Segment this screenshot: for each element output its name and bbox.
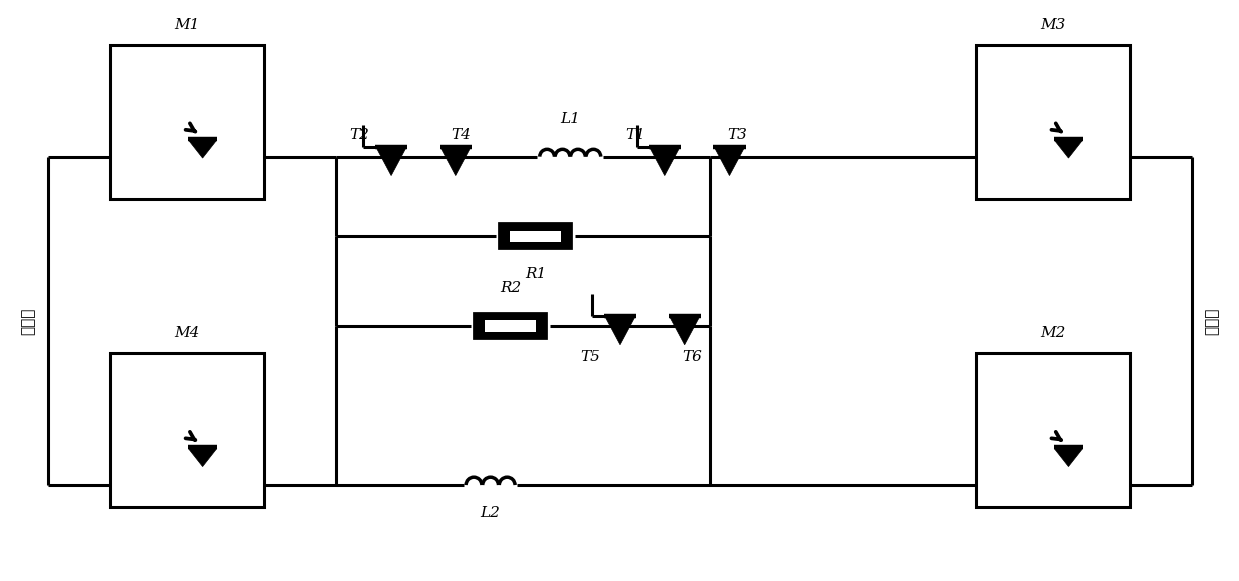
Polygon shape [188, 449, 217, 467]
Bar [976, 353, 1130, 507]
Text: T5: T5 [580, 350, 600, 364]
Text: M4: M4 [175, 327, 199, 340]
Bar [509, 231, 561, 242]
Text: M3: M3 [1041, 18, 1066, 32]
Text: M2: M2 [1041, 327, 1066, 340]
Polygon shape [715, 147, 745, 175]
Bar [110, 45, 264, 199]
Polygon shape [669, 317, 700, 345]
Bar [484, 320, 536, 332]
Text: L1: L1 [560, 112, 580, 126]
Text: T3: T3 [727, 128, 747, 142]
Text: 第二端: 第二端 [1204, 307, 1219, 335]
Text: T4: T4 [451, 128, 471, 142]
Polygon shape [375, 147, 406, 175]
Text: R2: R2 [499, 281, 522, 295]
Bar [499, 224, 571, 248]
Polygon shape [441, 147, 471, 175]
Text: R1: R1 [525, 267, 546, 281]
Polygon shape [605, 317, 636, 345]
Text: 第一端: 第一端 [20, 307, 36, 335]
Text: M1: M1 [175, 18, 199, 32]
Bar [110, 353, 264, 507]
Polygon shape [1054, 140, 1083, 158]
Text: T2: T2 [349, 128, 369, 142]
Bar [976, 45, 1130, 199]
Text: T6: T6 [683, 350, 703, 364]
Text: T1: T1 [624, 128, 644, 142]
Polygon shape [649, 147, 680, 175]
Polygon shape [188, 140, 217, 158]
Polygon shape [1054, 449, 1083, 467]
Text: L2: L2 [481, 506, 501, 520]
Bar [475, 314, 546, 338]
